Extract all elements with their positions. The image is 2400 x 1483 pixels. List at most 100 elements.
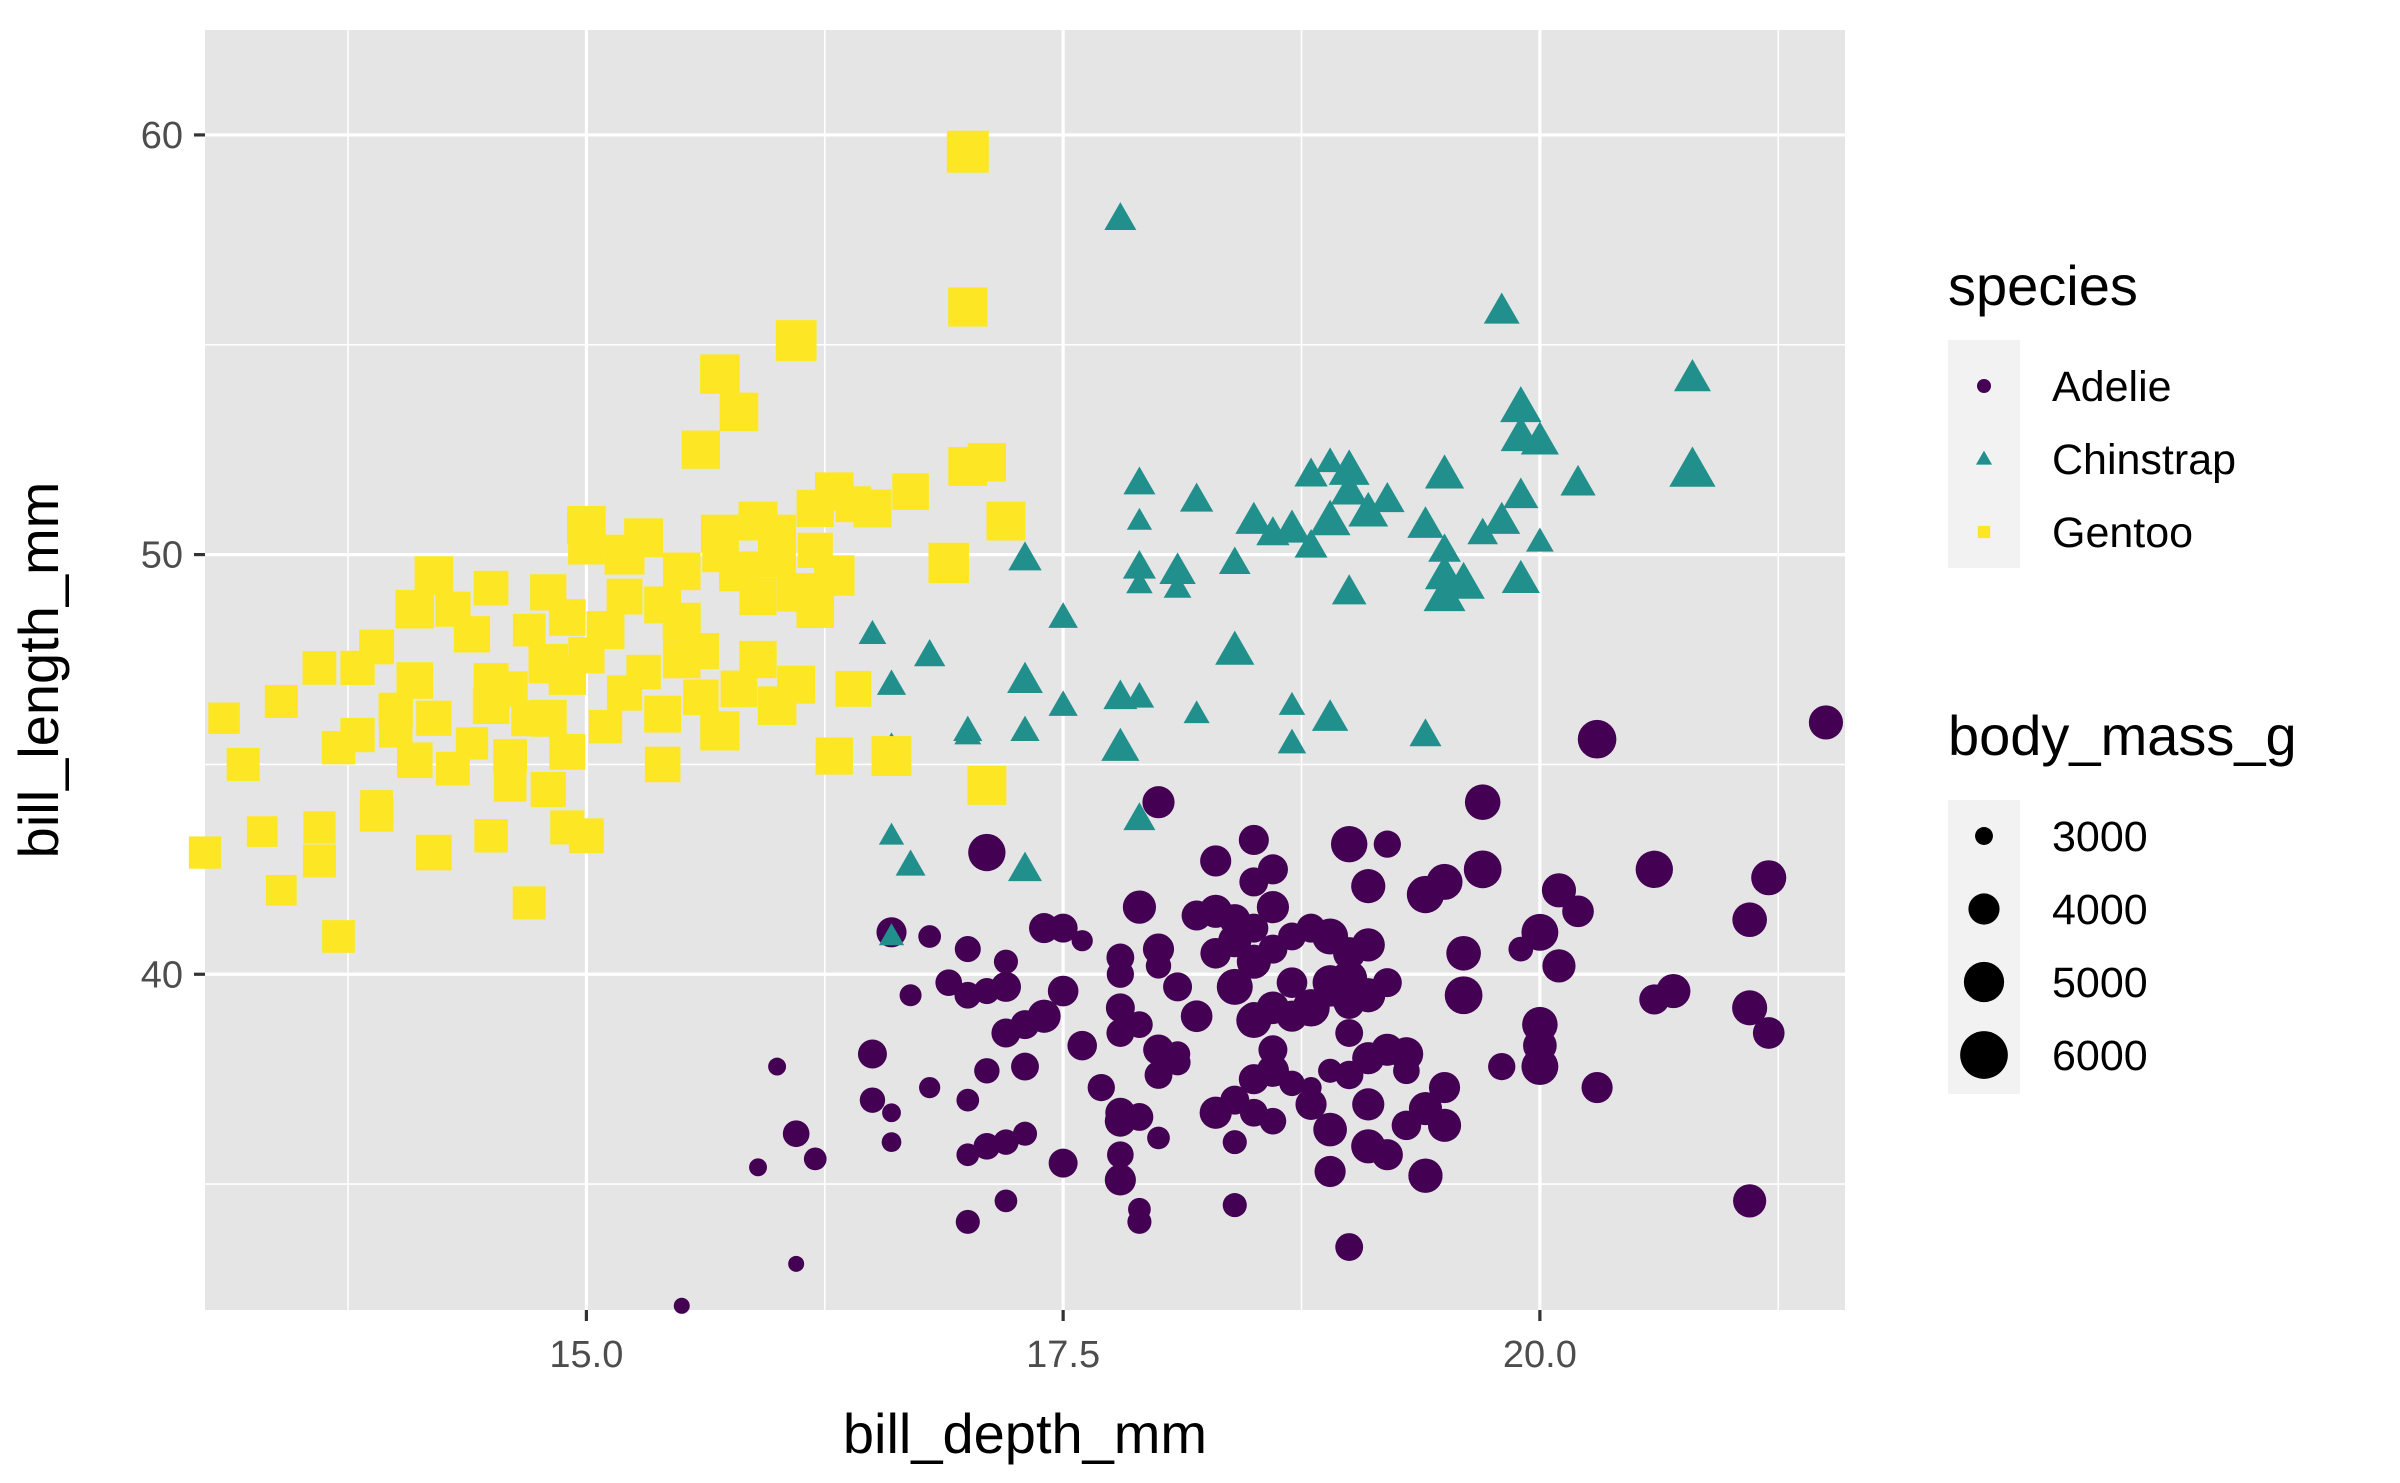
legend-label-adelie: Adelie bbox=[2052, 363, 2172, 411]
data-point-chinstrap bbox=[1328, 449, 1370, 485]
data-point-adelie bbox=[993, 949, 1018, 974]
data-point-adelie bbox=[1256, 891, 1290, 924]
data-point-adelie bbox=[768, 1057, 787, 1076]
data-point-chinstrap bbox=[1183, 700, 1210, 724]
series-adelie bbox=[673, 705, 1844, 1314]
y-tick-label: 60 bbox=[141, 115, 183, 157]
data-point-gentoo bbox=[530, 771, 566, 808]
data-point-adelie bbox=[788, 1255, 805, 1272]
data-point-chinstrap bbox=[1126, 507, 1153, 530]
data-point-adelie bbox=[1426, 863, 1463, 900]
legend-species: species Adelie Chinstrap Gentoo bbox=[1948, 254, 2236, 568]
legend-size-title: body_mass_g bbox=[1948, 704, 2297, 767]
data-point-adelie bbox=[1071, 930, 1093, 952]
legend-size-key-4000 bbox=[1968, 893, 2000, 925]
data-point-gentoo bbox=[453, 616, 491, 653]
data-point-gentoo bbox=[586, 611, 625, 650]
data-point-adelie bbox=[1335, 1019, 1364, 1047]
data-point-adelie bbox=[1444, 976, 1483, 1015]
data-point-adelie bbox=[1639, 984, 1670, 1015]
data-point-adelie bbox=[1372, 968, 1402, 998]
data-point-gentoo bbox=[378, 692, 413, 728]
data-point-adelie bbox=[1163, 972, 1193, 1002]
x-tick-label: 15.0 bbox=[549, 1334, 623, 1376]
data-point-adelie bbox=[1259, 1107, 1287, 1135]
data-point-gentoo bbox=[511, 700, 548, 737]
data-point-adelie bbox=[1752, 1017, 1785, 1049]
data-point-adelie bbox=[1446, 935, 1481, 971]
data-point-gentoo bbox=[493, 769, 527, 802]
data-points bbox=[188, 130, 1844, 1314]
data-point-gentoo bbox=[948, 287, 988, 327]
data-point-chinstrap bbox=[1501, 559, 1540, 594]
data-point-gentoo bbox=[416, 834, 452, 871]
data-point-gentoo bbox=[568, 527, 605, 565]
data-point-adelie bbox=[1144, 1061, 1173, 1089]
data-point-chinstrap bbox=[1331, 574, 1367, 605]
data-point-chinstrap bbox=[1560, 464, 1596, 496]
data-point-adelie bbox=[1199, 1096, 1232, 1129]
data-point-adelie bbox=[1027, 999, 1061, 1033]
data-point-chinstrap bbox=[1315, 447, 1345, 473]
data-point-gentoo bbox=[626, 654, 661, 690]
data-point-gentoo bbox=[946, 130, 989, 173]
data-point-chinstrap bbox=[1122, 549, 1156, 579]
data-point-gentoo bbox=[835, 670, 872, 707]
data-point-adelie bbox=[1142, 786, 1175, 819]
data-point-adelie bbox=[1122, 890, 1157, 924]
data-point-gentoo bbox=[588, 709, 623, 744]
data-point-adelie bbox=[994, 1189, 1018, 1213]
data-point-adelie bbox=[1732, 902, 1767, 938]
data-point-gentoo bbox=[739, 577, 777, 616]
data-point-chinstrap bbox=[1500, 386, 1542, 423]
data-point-adelie bbox=[1238, 1064, 1269, 1095]
data-point-adelie bbox=[1464, 784, 1501, 820]
data-point-chinstrap bbox=[1126, 570, 1153, 594]
legend-label-chinstrap: Chinstrap bbox=[2052, 436, 2236, 484]
data-point-gentoo bbox=[396, 662, 434, 699]
data-point-adelie bbox=[1508, 936, 1534, 962]
data-point-adelie bbox=[1313, 1112, 1347, 1147]
data-point-adelie bbox=[1276, 967, 1308, 998]
data-point-gentoo bbox=[835, 486, 872, 523]
data-point-adelie bbox=[1239, 1002, 1269, 1031]
y-axis-title: bill_length_mm bbox=[7, 482, 70, 859]
data-point-gentoo bbox=[604, 534, 645, 575]
data-point-chinstrap bbox=[1104, 202, 1137, 230]
data-point-adelie bbox=[1106, 960, 1134, 988]
data-point-gentoo bbox=[340, 650, 375, 686]
data-point-adelie bbox=[919, 1076, 941, 1099]
grid-minor bbox=[205, 30, 1845, 1310]
data-point-gentoo bbox=[548, 657, 586, 695]
series-chinstrap bbox=[858, 202, 1716, 946]
data-point-adelie bbox=[1330, 825, 1368, 863]
data-point-adelie bbox=[968, 833, 1006, 872]
data-point-adelie bbox=[1200, 845, 1232, 877]
data-point-adelie bbox=[955, 1209, 980, 1234]
data-point-gentoo bbox=[416, 700, 452, 736]
data-point-adelie bbox=[673, 1297, 690, 1314]
data-point-adelie bbox=[956, 1143, 980, 1167]
legend-species-title: species bbox=[1948, 254, 2138, 317]
legend-key-chinstrap bbox=[1975, 450, 1993, 465]
legend-key-adelie bbox=[1977, 379, 1991, 393]
data-point-gentoo bbox=[606, 578, 643, 615]
data-point-chinstrap bbox=[1330, 472, 1368, 505]
data-point-gentoo bbox=[644, 586, 682, 624]
data-point-gentoo bbox=[340, 717, 375, 753]
data-point-chinstrap bbox=[1409, 718, 1442, 747]
data-point-adelie bbox=[1428, 1071, 1461, 1104]
data-point-gentoo bbox=[302, 651, 337, 685]
data-point-adelie bbox=[1391, 1110, 1422, 1141]
data-point-chinstrap bbox=[954, 720, 982, 745]
data-point-adelie bbox=[1258, 1035, 1288, 1065]
data-point-chinstrap bbox=[1483, 292, 1520, 324]
data-point-adelie bbox=[1314, 1155, 1346, 1188]
data-point-chinstrap bbox=[1423, 574, 1466, 612]
data-point-adelie bbox=[1142, 933, 1175, 965]
data-point-adelie bbox=[1751, 860, 1787, 896]
data-point-gentoo bbox=[796, 590, 835, 628]
data-point-gentoo bbox=[871, 736, 912, 776]
legend-size-label-5000: 5000 bbox=[2052, 959, 2148, 1007]
